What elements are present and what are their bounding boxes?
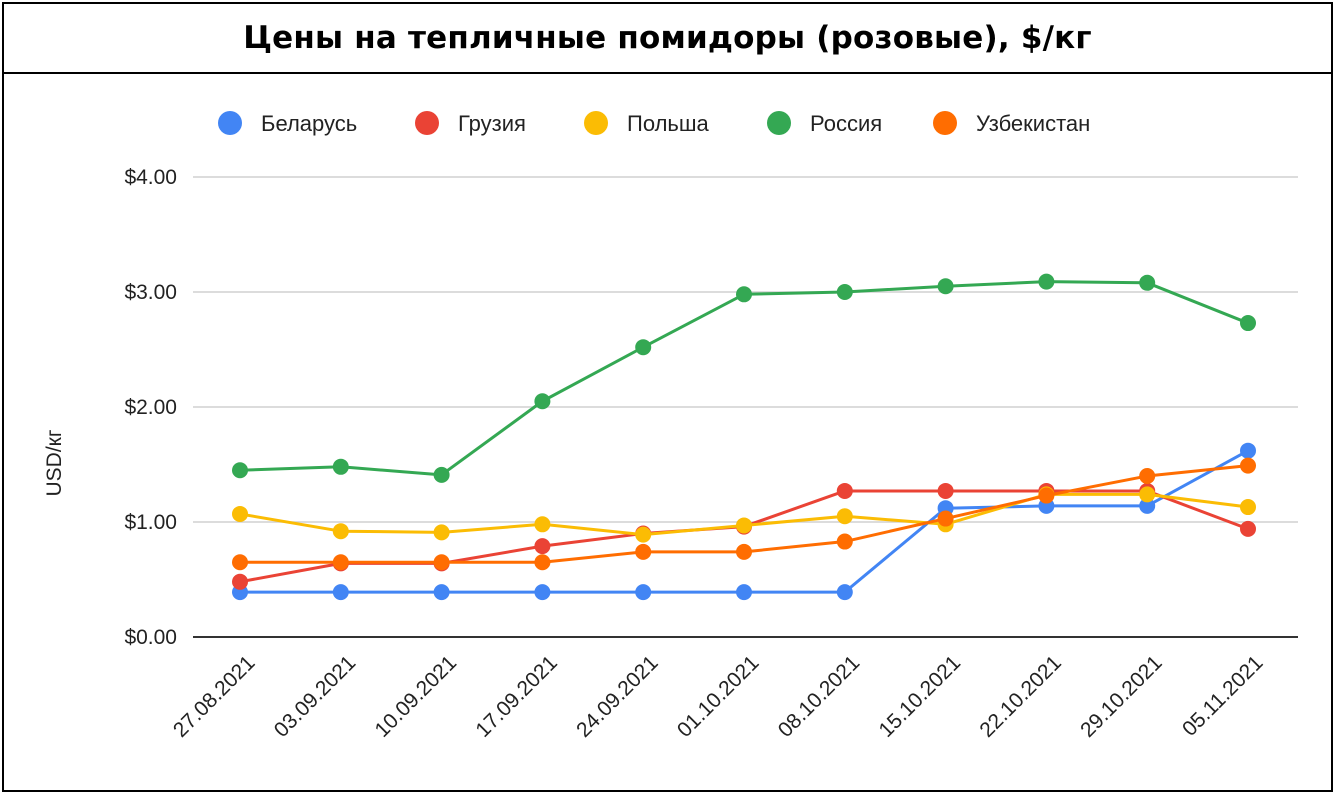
legend-item: Россия — [767, 111, 882, 136]
chart-title: Цены на тепличные помидоры (розовые), $/… — [243, 20, 1092, 56]
legend-item: Узбекистан — [933, 111, 1090, 136]
y-axis-label: USD/кг — [43, 429, 66, 496]
data-point — [1139, 497, 1156, 514]
data-point — [736, 543, 752, 560]
data-point — [534, 538, 551, 555]
legend-item: Беларусь — [218, 111, 357, 136]
data-point — [433, 554, 450, 571]
x-tick-label: 22.10.2021 — [975, 651, 1066, 742]
legend: Беларусь Грузия Польша Россия Узбекистан — [218, 111, 1090, 136]
data-point — [534, 584, 551, 601]
data-point — [1038, 487, 1055, 504]
series-4 — [232, 273, 1256, 483]
legend-label: Россия — [810, 111, 882, 136]
legend-label: Грузия — [458, 111, 526, 136]
y-tick-label: $3.00 — [124, 281, 177, 304]
data-point — [736, 286, 752, 303]
data-point — [232, 505, 248, 522]
legend-item: Польша — [584, 111, 710, 136]
data-point — [736, 517, 752, 534]
x-tick-label: 08.10.2021 — [774, 651, 865, 742]
x-tick-label: 29.10.2021 — [1076, 651, 1167, 742]
data-point — [332, 458, 349, 475]
data-point — [635, 584, 652, 601]
data-point — [534, 516, 551, 533]
data-point — [1139, 468, 1156, 484]
y-tick-label: $1.00 — [124, 511, 177, 534]
data-point — [836, 584, 853, 601]
data-point — [433, 584, 450, 601]
legend-label: Узбекистан — [976, 111, 1090, 136]
data-point — [332, 554, 349, 571]
series-layer — [232, 273, 1256, 601]
data-point — [1139, 486, 1156, 503]
data-point — [433, 524, 450, 541]
x-tick-label: 10.09.2021 — [371, 651, 462, 742]
data-point — [232, 554, 248, 571]
title-bar: Цены на тепличные помидоры (розовые), $/… — [4, 4, 1331, 74]
data-point — [937, 278, 954, 295]
x-tick-label: 17.09.2021 — [471, 651, 562, 742]
legend-item: Грузия — [415, 111, 526, 136]
data-point — [1240, 520, 1256, 537]
data-point — [836, 284, 853, 300]
data-point — [534, 554, 551, 571]
y-axis: $0.00 $1.00 $2.00 $3.00 $4.00 — [124, 166, 177, 649]
data-point — [232, 462, 248, 479]
data-point — [1240, 442, 1256, 459]
data-point — [232, 573, 248, 590]
x-tick-label: 03.09.2021 — [270, 651, 361, 742]
data-point — [332, 523, 349, 540]
legend-marker — [218, 111, 242, 135]
legend-label: Польша — [627, 111, 710, 136]
series-1 — [232, 442, 1256, 601]
x-tick-label: 15.10.2021 — [875, 651, 966, 742]
y-tick-label: $4.00 — [124, 166, 177, 189]
data-point — [736, 584, 752, 601]
gridlines — [193, 176, 1298, 638]
data-point — [836, 533, 853, 550]
x-tick-label: 05.11.2021 — [1178, 651, 1267, 740]
legend-marker — [584, 111, 608, 135]
x-tick-label: 01.10.2021 — [673, 651, 764, 742]
data-point — [433, 466, 450, 483]
x-axis: 27.08.2021 03.09.2021 10.09.2021 17.09.2021… — [169, 651, 1268, 742]
data-point — [635, 543, 652, 560]
data-point — [1139, 274, 1156, 291]
data-point — [836, 482, 853, 499]
series-line — [239, 280, 1249, 477]
legend-marker — [767, 111, 791, 135]
data-point — [1240, 457, 1256, 474]
y-tick-label: $2.00 — [124, 396, 177, 419]
data-point — [534, 393, 551, 410]
legend-marker — [415, 111, 439, 135]
x-tick-label: 24.09.2021 — [572, 651, 663, 742]
series-5 — [232, 457, 1256, 571]
data-point — [937, 510, 954, 527]
legend-label: Беларусь — [261, 111, 357, 136]
data-point — [1240, 499, 1256, 516]
x-tick-label: 27.08.2021 — [169, 651, 260, 742]
data-point — [1038, 273, 1055, 290]
legend-marker — [933, 111, 957, 135]
data-point — [332, 584, 349, 601]
data-point — [1240, 315, 1256, 332]
data-point — [937, 482, 954, 499]
data-point — [635, 526, 652, 543]
data-point — [836, 508, 853, 525]
y-tick-label: $0.00 — [124, 626, 177, 649]
series-2 — [232, 482, 1256, 590]
data-point — [635, 339, 652, 356]
